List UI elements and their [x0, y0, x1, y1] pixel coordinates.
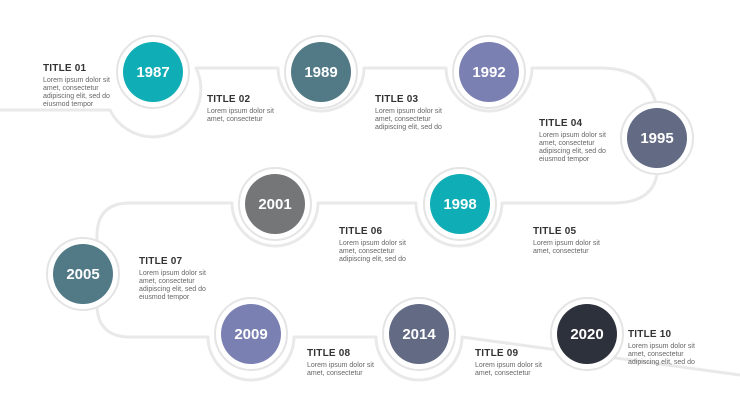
milestone-label-8: TITLE 08 Lorem ipsum dolor sit amet, cons… — [307, 348, 427, 378]
milestone-description: Lorem ipsum dolor sit amet, consectetur … — [628, 343, 695, 366]
milestone-year: 1987 — [136, 64, 169, 81]
milestone-dot — [245, 174, 305, 234]
milestone-description: Lorem ipsum dolor sit amet, consectetur — [307, 362, 374, 377]
milestone-title: TITLE 07 — [139, 256, 183, 267]
milestone-dot — [557, 304, 617, 364]
milestone-label-1: TITLE 01 Lorem ipsum dolor sit amet, cons… — [43, 63, 163, 109]
timeline-path — [0, 66, 740, 382]
milestone-description: Lorem ipsum dolor sit amet, consectetur — [475, 362, 542, 377]
milestone-dot — [627, 108, 687, 168]
milestone-year: 1992 — [472, 64, 505, 81]
milestone-label-5: TITLE 05 Lorem ipsum dolor sit amet, cons… — [533, 226, 653, 256]
milestone-title: TITLE 09 — [475, 348, 519, 359]
milestone-year: 1998 — [443, 196, 476, 213]
milestone-description: Lorem ipsum dolor sit amet, consectetur … — [43, 77, 110, 108]
milestone-title: TITLE 03 — [375, 94, 419, 105]
milestone-dot — [459, 42, 519, 102]
milestone-circle-1995: 1995 — [620, 101, 694, 175]
milestone-description: Lorem ipsum dolor sit amet, consectetur … — [139, 270, 206, 301]
milestone-dot — [53, 244, 113, 304]
milestone-circle-1987: 1987 — [116, 35, 190, 109]
milestone-description: Lorem ipsum dolor sit amet, consectetur … — [539, 132, 606, 163]
milestone-label-6: TITLE 06 Lorem ipsum dolor sit amet, cons… — [339, 226, 459, 264]
milestone-dot — [123, 42, 183, 102]
milestone-year: 2020 — [570, 326, 603, 343]
milestone-dot — [389, 304, 449, 364]
milestone-title: TITLE 01 — [43, 63, 87, 74]
milestone-circle-2001: 2001 — [238, 167, 312, 241]
milestone-circle-2020: 2020 — [550, 297, 624, 371]
milestone-circle-2009: 2009 — [214, 297, 288, 371]
milestone-description: Lorem ipsum dolor sit amet, consectetur … — [375, 108, 442, 131]
milestone-label-4: TITLE 04 Lorem ipsum dolor sit amet, cons… — [539, 118, 659, 164]
milestone-year: 2009 — [234, 326, 267, 343]
milestone-year: 2005 — [66, 266, 99, 283]
milestone-year: 2014 — [402, 326, 436, 343]
milestone-dot — [221, 304, 281, 364]
milestone-title: TITLE 05 — [533, 226, 577, 237]
milestone-year: 1995 — [640, 130, 673, 147]
milestone-description: Lorem ipsum dolor sit amet, consectetur … — [339, 240, 406, 263]
milestone-label-3: TITLE 03 Lorem ipsum dolor sit amet, cons… — [375, 94, 495, 132]
milestone-dot — [430, 174, 490, 234]
milestone-circle-1992: 1992 — [452, 35, 526, 109]
milestone-label-2: TITLE 02 Lorem ipsum dolor sit amet, cons… — [207, 94, 327, 124]
milestone-title: TITLE 10 — [628, 329, 672, 340]
milestone-title: TITLE 02 — [207, 94, 251, 105]
milestone-year: 1989 — [304, 64, 337, 81]
milestone-circle-1998: 1998 — [423, 167, 497, 241]
milestone-circle-2014: 2014 — [382, 297, 456, 371]
milestone-title: TITLE 04 — [539, 118, 583, 129]
milestone-description: Lorem ipsum dolor sit amet, consectetur — [207, 108, 274, 123]
milestone-label-9: TITLE 09 Lorem ipsum dolor sit amet, cons… — [475, 348, 595, 378]
milestone-circle-2005: 2005 — [46, 237, 120, 311]
milestone-dot — [291, 42, 351, 102]
milestone-label-10: TITLE 10 Lorem ipsum dolor sit amet, cons… — [628, 329, 740, 367]
milestone-title: TITLE 06 — [339, 226, 383, 237]
milestone-title: TITLE 08 — [307, 348, 351, 359]
milestone-circle-1989: 1989 — [284, 35, 358, 109]
milestone-description: Lorem ipsum dolor sit amet, consectetur — [533, 240, 600, 255]
milestone-label-7: TITLE 07 Lorem ipsum dolor sit amet, cons… — [139, 256, 259, 302]
milestone-year: 2001 — [258, 196, 291, 213]
